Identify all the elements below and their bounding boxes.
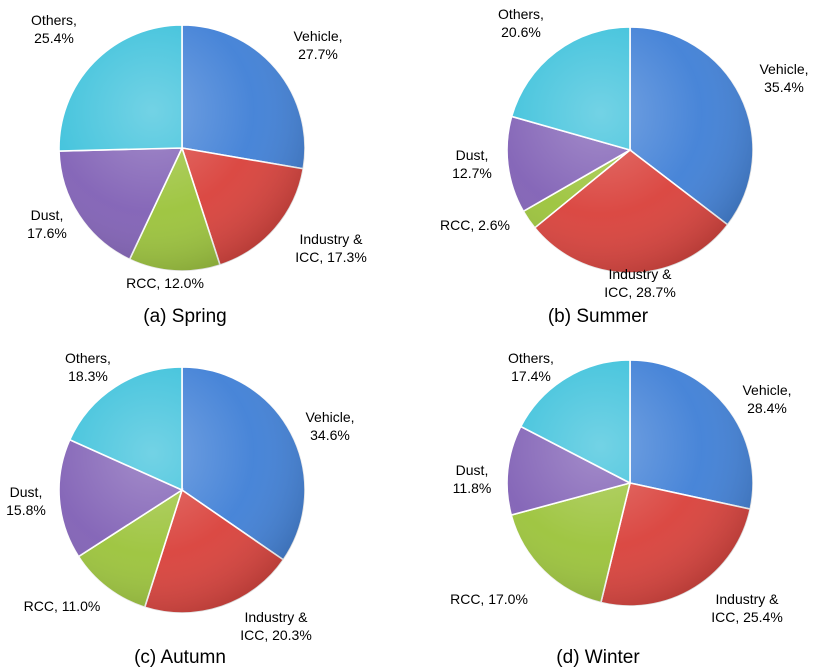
slice-label-industry-icc: Industry & ICC, 28.7%: [604, 266, 676, 300]
pie-slice-vehicle: [181, 24, 306, 170]
slice-label-dust: Dust, 17.6%: [27, 207, 67, 241]
slice-label-industry-icc: Industry & ICC, 20.3%: [240, 609, 312, 643]
slice-label-dust: Dust, 15.8%: [6, 484, 46, 518]
chart-caption: (d) Winter: [556, 647, 640, 668]
slice-label-others: Others, 17.4%: [508, 350, 554, 384]
chart-caption: (c) Autumn: [134, 647, 226, 668]
slice-label-vehicle: Vehicle, 35.4%: [759, 61, 808, 95]
slice-label-vehicle: Vehicle, 28.4%: [742, 382, 791, 416]
chart-caption: (a) Spring: [143, 306, 226, 327]
slice-label-rcc: RCC, 11.0%: [24, 598, 101, 614]
pie-slice-others: [58, 24, 183, 152]
slice-label-industry-icc: Industry & ICC, 25.4%: [711, 591, 783, 625]
slice-label-others: Others, 20.6%: [498, 6, 544, 40]
pie-chart-4: Vehicle, 28.4% Industry & ICC, 25.4% RCC, 17…: [450, 350, 791, 668]
slice-label-rcc: RCC, 17.0%: [450, 591, 528, 607]
pie-chart-1: Vehicle, 27.7% Industry & ICC, 17.3% RCC, 12…: [27, 12, 367, 327]
pie-chart-2: Vehicle, 35.4% Industry & ICC, 28.7% RCC, 2.…: [440, 6, 809, 327]
slice-label-rcc: RCC, 2.6%: [440, 217, 510, 233]
slice-label-vehicle: Vehicle, 27.7%: [293, 28, 342, 62]
chart-caption: (b) Summer: [548, 306, 649, 327]
slice-label-dust: Dust, 12.7%: [452, 147, 492, 181]
slice-label-dust: Dust, 11.8%: [453, 462, 492, 496]
pie-chart-3: Vehicle, 34.6% Industry & ICC, 20.3% RCC, 11…: [6, 350, 354, 668]
slice-label-others: Others, 18.3%: [65, 350, 111, 384]
slice-label-others: Others, 25.4%: [31, 12, 77, 46]
slice-label-rcc: RCC, 12.0%: [126, 275, 204, 291]
slice-label-industry-icc: Industry & ICC, 17.3%: [295, 231, 367, 265]
slice-label-vehicle: Vehicle, 34.6%: [305, 409, 354, 443]
